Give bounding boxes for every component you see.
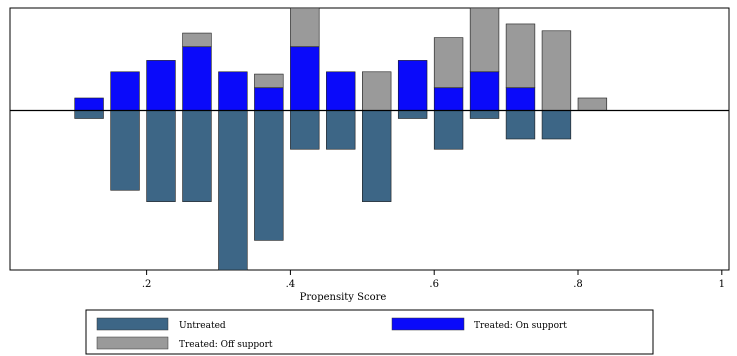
bar-untreated-2 (146, 110, 176, 202)
bar-untreated-5 (254, 110, 284, 241)
bar-untreated-7 (326, 110, 356, 150)
bar-treated-on-support-11 (469, 71, 500, 111)
bar-treated-on-support-1 (110, 71, 140, 111)
bar-treated-on-support-5 (254, 87, 284, 111)
legend-label-treated-off-support: Treated: Off support (179, 340, 273, 350)
bar-untreated-4 (218, 110, 248, 271)
legend-label-untreated: Untreated (179, 321, 226, 331)
bar-untreated-12 (505, 110, 536, 140)
x-tick-label-3: .8 (573, 279, 583, 290)
legend-swatch-treated-off-support (96, 336, 169, 350)
legend-label-treated-on-support: Treated: On support (474, 321, 567, 331)
bar-treated-off-support-6 (290, 7, 320, 48)
x-axis: .2 .4 .6 .8 1 (142, 270, 725, 290)
bar-treated-on-support-0 (74, 97, 104, 111)
bar-treated-on-support-9 (397, 60, 428, 111)
bar-treated-off-support-11 (469, 7, 500, 73)
bar-untreated-9 (397, 110, 428, 119)
bar-treated-on-support-10 (433, 87, 464, 111)
x-tick-label-0: .2 (142, 279, 152, 290)
bar-treated-off-support-5 (254, 73, 284, 89)
bar-treated-off-support-13 (541, 30, 572, 111)
bar-treated-on-support-3 (182, 46, 212, 111)
bar-treated-on-support-6 (290, 46, 320, 111)
bar-treated-off-support-14 (577, 97, 608, 111)
legend-swatch-untreated (96, 317, 169, 331)
x-tick-label-1: .4 (286, 279, 296, 290)
bar-treated-off-support-8 (362, 71, 392, 111)
bar-treated-on-support-12 (505, 87, 536, 111)
bar-treated-on-support-4 (218, 71, 248, 111)
bar-untreated-11 (469, 110, 500, 119)
bar-treated-off-support-12 (505, 23, 536, 89)
bar-treated-on-support-2 (146, 60, 176, 111)
bar-untreated-1 (110, 110, 140, 191)
bar-treated-off-support-10 (433, 37, 464, 89)
bar-treated-on-support-7 (326, 71, 356, 111)
bar-untreated-0 (74, 110, 104, 119)
bar-treated-off-support-3 (182, 32, 212, 48)
bar-untreated-6 (290, 110, 320, 150)
legend: Untreated Treated: On support Treated: O… (85, 309, 654, 355)
legend-box (85, 309, 654, 355)
x-tick-label-4: 1 (719, 279, 725, 290)
bar-untreated-10 (433, 110, 464, 150)
bar-untreated-3 (182, 110, 212, 202)
bar-untreated-13 (541, 110, 572, 140)
bars-layer (74, 7, 608, 271)
x-axis-title: Propensity Score (300, 292, 387, 303)
x-tick-label-2: .6 (429, 279, 439, 290)
bar-untreated-8 (362, 110, 392, 202)
legend-swatch-treated-on-support (391, 317, 465, 331)
